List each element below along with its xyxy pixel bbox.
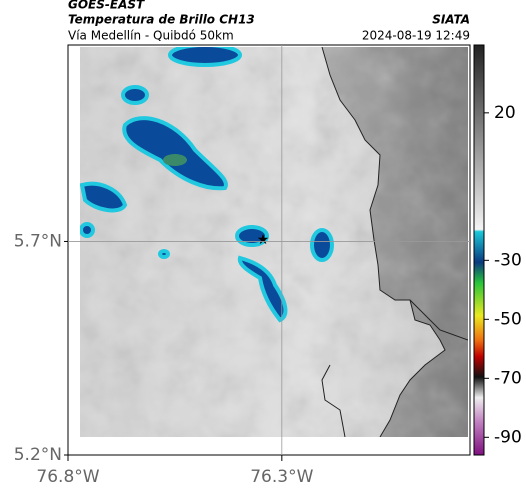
- lon-tick-label: 76.8°W: [36, 467, 99, 487]
- lat-tick-label: 5.7°N: [14, 231, 62, 251]
- subtitle: Vía Medellín - Quibdó 50km: [68, 29, 234, 43]
- colorbar-tick-label: -30: [494, 250, 522, 270]
- map-frame: [67, 44, 471, 456]
- colorbar-tick-label: -50: [494, 309, 522, 329]
- title: Temperatura de Brillo CH13: [68, 13, 255, 27]
- colorbar-tick-label: -70: [494, 368, 522, 388]
- colorbar: [473, 44, 485, 456]
- svg-text:★: ★: [257, 232, 270, 248]
- lat-tick-label: 5.2°N: [14, 445, 62, 465]
- colorbar-tick-label: -90: [494, 427, 522, 447]
- source: GOES-EAST: [68, 0, 145, 12]
- lon-tick-label: 76.3°W: [250, 467, 313, 487]
- brand: SIATA: [432, 13, 470, 27]
- colorbar-tick-label: 20: [494, 103, 516, 123]
- timestamp: 2024-08-19 12:49: [362, 29, 470, 43]
- satellite-image: ★: [80, 47, 468, 437]
